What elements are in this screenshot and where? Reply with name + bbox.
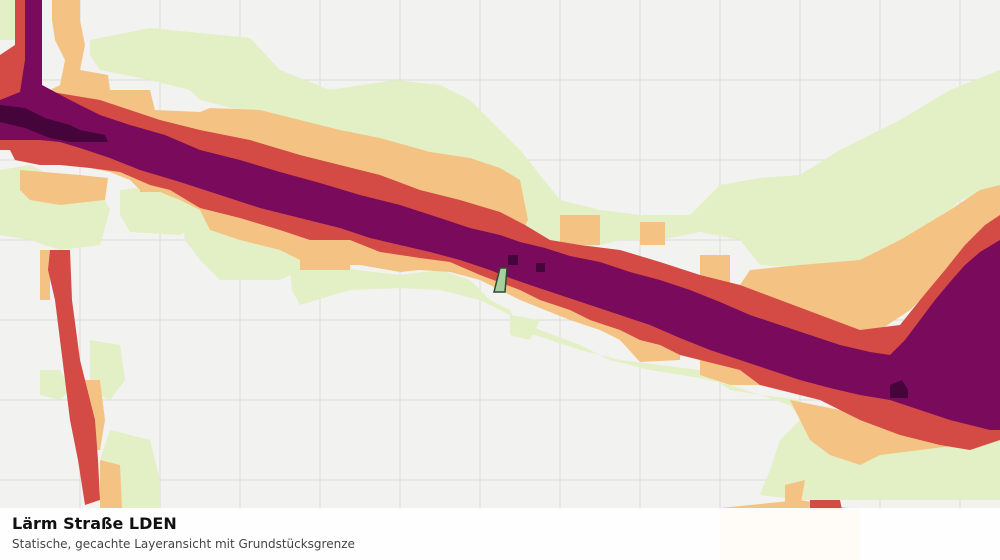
map-caption: Lärm Straße LDEN Statische, gecachte Lay… <box>0 508 1000 560</box>
map-subtitle: Statische, gecachte Layeransicht mit Gru… <box>12 537 355 551</box>
noise-class-4-areas <box>0 0 1000 430</box>
parcel-boundary[interactable] <box>493 267 508 293</box>
noise-class-5-areas <box>0 105 908 398</box>
map-title: Lärm Straße LDEN <box>12 514 177 533</box>
